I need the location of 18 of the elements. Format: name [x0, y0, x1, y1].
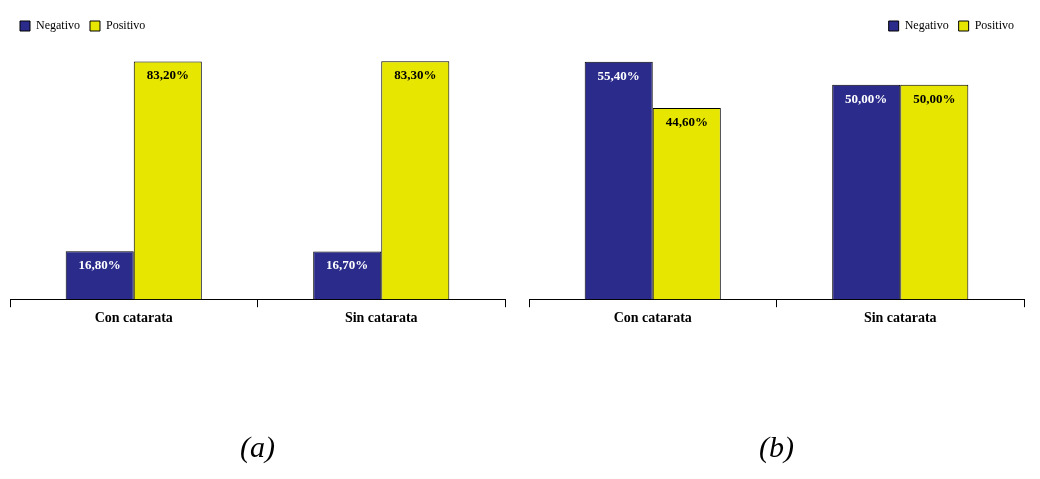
text: (b) — [759, 430, 794, 464]
x-tick-label: Con catarata — [94, 310, 173, 326]
x-tick-label: Con catarata — [613, 310, 692, 326]
data-label: 16,80% — [78, 257, 121, 273]
data-label: 83,30% — [394, 67, 437, 83]
data-label: 50,00% — [845, 90, 888, 106]
legend-label: Positivo — [105, 18, 146, 33]
data-label: 83,20% — [146, 67, 189, 83]
x-tick-label: Sin catarata — [344, 310, 418, 326]
text: (a) — [240, 430, 275, 464]
legend-label: Negativo — [36, 18, 80, 33]
data-label: 44,60% — [665, 113, 708, 129]
x-tick-label: Sin catarata — [863, 310, 937, 326]
legend-label: Negativo — [904, 18, 949, 33]
data-label: 50,00% — [913, 90, 956, 106]
legend-label: Positivo — [974, 18, 1015, 33]
data-label: 16,70% — [326, 257, 369, 273]
data-label: 55,40% — [597, 67, 640, 83]
